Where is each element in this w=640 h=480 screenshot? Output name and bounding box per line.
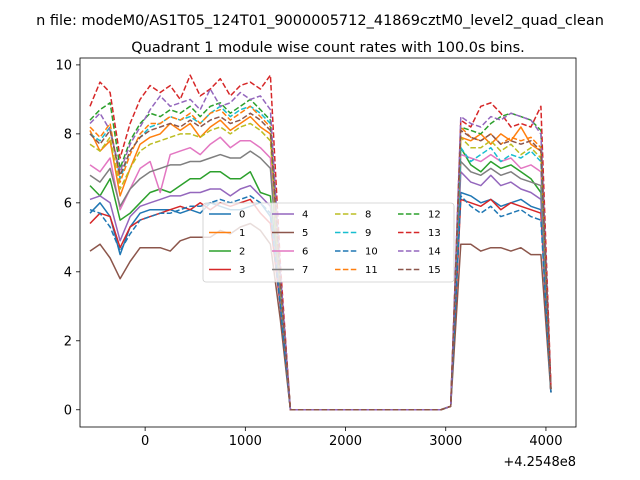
y-tick-label: 8 xyxy=(64,127,72,142)
series-line-14 xyxy=(89,88,552,411)
legend-label-3: 3 xyxy=(239,265,245,276)
series-line-10 xyxy=(89,195,552,411)
x-tick-label: 3000 xyxy=(429,434,462,449)
y-axis: 0 2 4 6 8 10 xyxy=(55,58,80,418)
series-line-13 xyxy=(89,74,552,411)
x-axis: 0 1000 2000 3000 4000 xyxy=(141,427,562,449)
y-tick-label: 4 xyxy=(64,265,72,280)
plot-area xyxy=(89,74,552,411)
legend-label-8: 8 xyxy=(365,210,371,221)
legend-label-14: 14 xyxy=(428,247,441,258)
y-tick-label: 0 xyxy=(64,403,72,418)
figure-suptitle: n file: modeM0/AS1T05_124T01_9000005712_… xyxy=(36,13,604,29)
chart-title: Quadrant 1 module wise count rates with … xyxy=(131,40,525,56)
series-line-7 xyxy=(89,150,552,411)
series-line-6 xyxy=(89,136,552,411)
series-line-1 xyxy=(89,115,552,411)
x-tick-label: 4000 xyxy=(529,434,562,449)
x-tick-label: 2000 xyxy=(329,434,362,449)
legend-label-10: 10 xyxy=(365,247,378,258)
legend-label-0: 0 xyxy=(239,210,245,221)
series-line-11 xyxy=(89,105,552,411)
legend-label-12: 12 xyxy=(428,210,441,221)
series-line-2 xyxy=(89,146,552,411)
legend-label-11: 11 xyxy=(365,265,378,276)
x-tick-label: 1000 xyxy=(229,434,262,449)
y-tick-label: 6 xyxy=(64,196,72,211)
legend-label-9: 9 xyxy=(365,228,371,239)
legend-label-13: 13 xyxy=(428,228,441,239)
series-line-4 xyxy=(89,171,552,411)
legend-label-7: 7 xyxy=(302,265,308,276)
x-axis-offset-label: +4.2548e8 xyxy=(503,455,576,470)
legend-label-15: 15 xyxy=(428,265,441,276)
series-line-8 xyxy=(89,122,552,411)
legend-label-5: 5 xyxy=(302,228,308,239)
legend-label-6: 6 xyxy=(302,247,308,258)
legend-label-1: 1 xyxy=(239,228,245,239)
x-tick-label: 0 xyxy=(141,434,149,449)
legend-label-2: 2 xyxy=(239,247,245,258)
legend-box xyxy=(202,202,455,283)
series-line-3 xyxy=(89,198,552,411)
y-tick-label: 10 xyxy=(55,58,72,73)
series-line-15 xyxy=(89,112,552,411)
y-tick-label: 2 xyxy=(64,334,72,349)
legend-label-4: 4 xyxy=(302,210,308,221)
axes-frame xyxy=(79,57,577,428)
